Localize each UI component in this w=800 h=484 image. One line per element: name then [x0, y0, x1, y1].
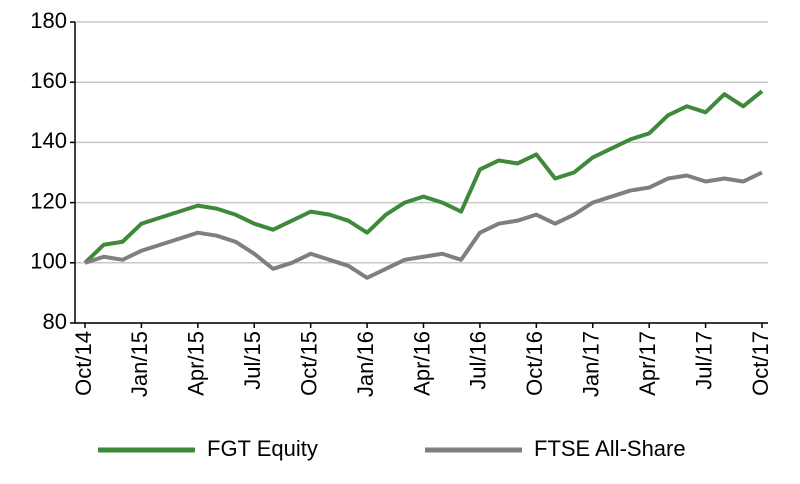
x-tick-label: Oct/16 [522, 331, 547, 396]
x-tick-label: Jan/17 [579, 331, 604, 397]
x-tick-label: Oct/15 [296, 331, 321, 396]
series-line [83, 89, 764, 265]
x-tick-label: Jan/16 [353, 331, 378, 397]
y-tick-label: 80 [43, 309, 67, 334]
x-tick-label: Apr/16 [409, 331, 434, 396]
x-tick-label: Apr/17 [635, 331, 660, 396]
x-tick-label: Jul/15 [240, 331, 265, 390]
y-tick-label: 100 [30, 249, 67, 274]
x-tick-label: Jul/17 [691, 331, 716, 390]
x-tick-label: Oct/14 [71, 331, 96, 396]
series-line [84, 170, 763, 280]
legend-label: FTSE All-Share [534, 436, 686, 461]
x-tick-label: Oct/17 [748, 331, 773, 396]
y-tick-label: 140 [30, 128, 67, 153]
y-tick-label: 180 [30, 8, 67, 33]
x-tick-label: Jul/16 [466, 331, 491, 390]
x-tick-label: Apr/15 [184, 331, 209, 396]
y-tick-label: 160 [30, 68, 67, 93]
legend-label: FGT Equity [207, 436, 318, 461]
y-tick-label: 120 [30, 188, 67, 213]
x-tick-label: Jan/15 [127, 331, 152, 397]
